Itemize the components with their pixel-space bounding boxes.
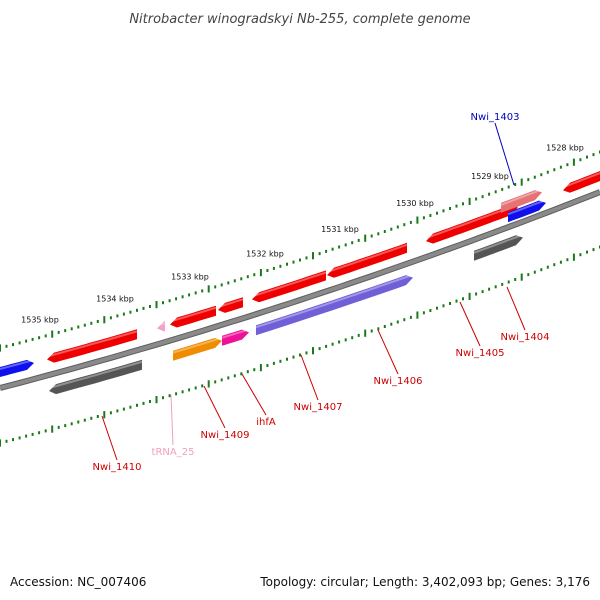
scale-label: 1535 kbp [21, 315, 59, 324]
leader-trna25 [170, 394, 174, 446]
gene-nwi1404-fwd-body [470, 205, 518, 231]
gene-nwi1409-highlight [172, 336, 223, 354]
gene-nwi1410 [46, 329, 138, 363]
gene-ihfa-fwd-highlight [217, 298, 244, 308]
gene-right-edge-highlight [562, 172, 600, 189]
leader-nwi1409 [203, 385, 226, 429]
gene-nwi1404-body [474, 235, 523, 261]
scale-label: 1534 kbp [96, 295, 134, 304]
gene-right-edge [562, 171, 600, 193]
gene-nwi1403-b [507, 198, 547, 223]
gene-nwi1406-fwd [326, 242, 408, 278]
label-nwi1404: Nwi_1404 [501, 332, 550, 343]
gene-left-edge [0, 359, 35, 377]
gene-nwi1409-fwd [169, 305, 217, 328]
label-nwi1403: Nwi_1403 [471, 112, 520, 123]
label-nwi1409: Nwi_1409 [201, 430, 250, 441]
gene-ihfa [221, 328, 250, 346]
label-ihfa: ihfA [256, 417, 276, 428]
gene-nwi1403 [500, 188, 543, 213]
gene-right-edge-body [563, 171, 600, 193]
leader-nwi1405 [459, 301, 481, 347]
gene-nwi1405-body [426, 220, 470, 244]
gene-nwi1406-fwd-highlight [326, 243, 408, 274]
leader-nwi1407 [300, 354, 319, 401]
gene-nwi1410-highlight [46, 330, 138, 358]
gene-nwi1410-rev-body [49, 359, 142, 395]
gene-nwi1403-b-highlight [507, 198, 547, 216]
scale-label: 1530 kbp [396, 199, 434, 208]
label-nwi1406: Nwi_1406 [374, 376, 423, 387]
gene-labels: Nwi_1403 Nwi_1404 Nwi_1405 Nwi_1406 Nwi_1407… [93, 112, 550, 473]
gene-nwi1407 [251, 270, 327, 303]
gene-trna25-body [157, 321, 165, 332]
gene-nwi1404-highlight [473, 233, 524, 254]
gene-nwi1405 [425, 220, 471, 244]
gene-nwi1404 [473, 233, 524, 261]
gene-nwi1407-body [252, 270, 326, 303]
gene-nwi1409-fwd-highlight [169, 306, 217, 323]
gene-nwi1403-b-body [508, 200, 546, 223]
scale-label: 1528 kbp [546, 144, 584, 153]
genome-backbone [0, 189, 600, 391]
gene-trna25 [156, 321, 166, 332]
gene-nwi1405-highlight [425, 221, 471, 240]
gene-ihfa-fwd-body [218, 297, 243, 313]
leader-nwi1410 [101, 415, 118, 461]
gene-nwi1406-fwd-body [327, 242, 407, 278]
label-trna25: tRNA_25 [152, 447, 195, 458]
gene-nwi1409-body [173, 338, 222, 361]
gene-nwi1410-rev [48, 359, 143, 395]
gene-nwi1406-highlight [255, 273, 414, 329]
gene-nwi1410-rev-highlight [48, 360, 143, 389]
label-leaders [101, 122, 526, 461]
backbone-line [0, 190, 600, 390]
gene-nwi1409-fwd-body [170, 305, 216, 328]
gene-ihfa-body [222, 329, 249, 346]
gene-trna25-highlight [156, 322, 166, 327]
scale-label: 1531 kbp [321, 225, 359, 234]
label-nwi1405: Nwi_1405 [456, 348, 505, 359]
leader-nwi1404 [506, 286, 526, 331]
feature-track [0, 171, 600, 395]
gene-nwi1406-body [256, 275, 413, 336]
gene-nwi1409 [172, 336, 223, 361]
leader-nwi1406 [377, 329, 399, 375]
scale-label: 1532 kbp [246, 249, 284, 258]
accession-text: Accession: NC_007406 [10, 575, 146, 589]
leader-nwi1403 [494, 122, 515, 186]
genome-summary-text: Topology: circular; Length: 3,402,093 bp… [259, 575, 590, 589]
gene-ihfa-highlight [221, 328, 250, 339]
leader-ihfa [241, 373, 267, 416]
gene-nwi1407-highlight [251, 271, 327, 298]
gene-nwi1410-body [47, 329, 137, 363]
label-nwi1407: Nwi_1407 [294, 402, 343, 413]
scale-label: 1529 kbp [471, 172, 509, 181]
gene-ihfa-fwd [217, 297, 244, 313]
gene-left-edge-body [0, 359, 34, 377]
scale-track: 1528 kbp 1529 kbp 1530 kbp 1531 kbp 1532 kbp… [0, 144, 600, 447]
gene-nwi1403-highlight [500, 188, 543, 206]
scale-label: 1533 kbp [171, 273, 209, 282]
map-title: Nitrobacter winogradskyi Nb-255, complet… [129, 12, 470, 27]
gene-nwi1403-body [501, 190, 542, 213]
label-nwi1410: Nwi_1410 [93, 462, 142, 473]
gene-left-edge-highlight [0, 359, 35, 370]
gene-nwi1406 [255, 273, 414, 336]
